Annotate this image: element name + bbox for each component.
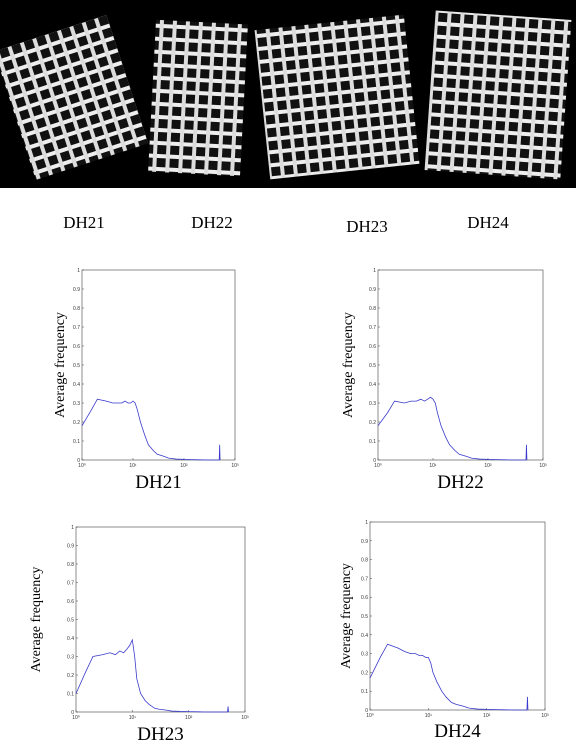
y-tick-label: 0.4 <box>67 636 74 642</box>
y-tick-label: 0.6 <box>73 344 80 350</box>
y-tick-label: 0.7 <box>73 325 80 331</box>
y-tick-label: 0.2 <box>369 420 376 426</box>
y-tick-label: 0.2 <box>67 673 74 679</box>
x-tick-label: 10⁰ <box>366 713 374 719</box>
x-tick-label: 10² <box>185 715 193 721</box>
image-caption: DH21 <box>63 213 105 232</box>
y-axis-label: Average frequency <box>53 312 68 418</box>
y-tick-label: 0.4 <box>369 382 376 388</box>
y-axis-label: Average frequency <box>339 563 354 669</box>
x-tick-label: 10¹ <box>129 463 137 469</box>
y-tick-label: 0 <box>373 458 376 464</box>
x-tick-label: 10³ <box>539 463 547 469</box>
y-tick-label: 0.7 <box>361 576 368 582</box>
x-tick-label: 10⁰ <box>374 463 382 469</box>
y-tick-label: 0 <box>365 708 368 714</box>
y-tick-label: 0.8 <box>67 562 74 568</box>
y-tick-label: 0.1 <box>361 689 368 695</box>
y-tick-label: 1 <box>373 268 376 274</box>
y-tick-label: 1 <box>71 525 74 531</box>
y-tick-label: 0.8 <box>369 306 376 312</box>
y-tick-label: 1 <box>77 268 80 274</box>
y-tick-label: 0 <box>77 458 80 464</box>
y-tick-label: 0.3 <box>67 655 74 661</box>
x-tick-label: 10⁰ <box>72 715 80 721</box>
x-tick-label: 10¹ <box>429 463 437 469</box>
image-caption: DH23 <box>346 217 388 236</box>
y-tick-label: 0.3 <box>369 401 376 407</box>
y-tick-label: 0.2 <box>361 670 368 676</box>
chart: 0 0.1 0.2 0.3 0.4 0.5 0.6 0.7 0.8 0.9 1 10⁰ 10¹ 10² 10… <box>53 268 239 493</box>
y-tick-label: 0.9 <box>361 539 368 545</box>
x-tick-label: 10³ <box>541 713 549 719</box>
image-caption: DH22 <box>191 213 233 232</box>
y-tick-label: 0.5 <box>67 618 74 624</box>
x-tick-label: 10³ <box>231 463 239 469</box>
y-tick-label: 0.6 <box>361 595 368 601</box>
plot-frame <box>369 521 546 711</box>
y-tick-label: 0.1 <box>369 439 376 445</box>
x-tick-label: 10² <box>484 463 492 469</box>
x-axis-label: DH21 <box>135 472 181 493</box>
chart: 0 0.1 0.2 0.3 0.4 0.5 0.6 0.7 0.8 0.9 1 10⁰ 10¹ 10² 10… <box>29 525 249 745</box>
y-tick-label: 0.9 <box>67 544 74 550</box>
x-tick-label: 10³ <box>241 715 249 721</box>
y-tick-label: 1 <box>365 520 368 526</box>
chart: 0 0.1 0.2 0.3 0.4 0.5 0.6 0.7 0.8 0.9 1 10⁰ 10¹ 10² 10… <box>339 520 549 742</box>
y-tick-label: 0.5 <box>73 363 80 369</box>
plot-frame <box>81 269 236 461</box>
x-axis-label: DH22 <box>437 472 483 493</box>
y-axis-label: Average frequency <box>29 567 44 673</box>
x-tick-label: 10¹ <box>129 715 137 721</box>
x-axis-label: DH24 <box>434 721 481 742</box>
y-tick-label: 0.4 <box>361 633 368 639</box>
y-tick-label: 0.9 <box>369 287 376 293</box>
y-tick-label: 0.1 <box>73 439 80 445</box>
y-tick-label: 0.5 <box>361 614 368 620</box>
x-tick-label: 10¹ <box>425 713 433 719</box>
image-caption: DH24 <box>467 213 509 232</box>
x-tick-label: 10² <box>483 713 491 719</box>
y-tick-label: 0.2 <box>73 420 80 426</box>
y-tick-label: 0 <box>71 710 74 716</box>
y-tick-label: 0.8 <box>361 558 368 564</box>
y-tick-label: 0.6 <box>369 344 376 350</box>
y-axis-label: Average frequency <box>341 312 356 418</box>
x-axis-label: DH23 <box>137 724 183 745</box>
y-tick-label: 0.3 <box>73 401 80 407</box>
y-tick-label: 0.8 <box>73 306 80 312</box>
y-tick-label: 0.5 <box>369 363 376 369</box>
data-line <box>369 643 529 711</box>
data-line <box>75 638 229 713</box>
y-tick-label: 0.7 <box>67 581 74 587</box>
y-tick-label: 0.1 <box>67 692 74 698</box>
y-tick-label: 0.9 <box>73 287 80 293</box>
plot-frame <box>377 269 544 461</box>
y-tick-label: 0.4 <box>73 382 80 388</box>
y-tick-label: 0.6 <box>67 599 74 605</box>
plot-frame <box>75 526 246 713</box>
x-tick-label: 10⁰ <box>78 463 86 469</box>
photo-strip <box>0 0 576 188</box>
data-line <box>81 398 221 461</box>
y-tick-label: 0.7 <box>369 325 376 331</box>
x-tick-label: 10² <box>180 463 188 469</box>
chart: 0 0.1 0.2 0.3 0.4 0.5 0.6 0.7 0.8 0.9 1 10⁰ 10¹ 10² 10… <box>341 268 547 493</box>
y-tick-label: 0.3 <box>361 652 368 658</box>
data-line <box>377 396 528 461</box>
